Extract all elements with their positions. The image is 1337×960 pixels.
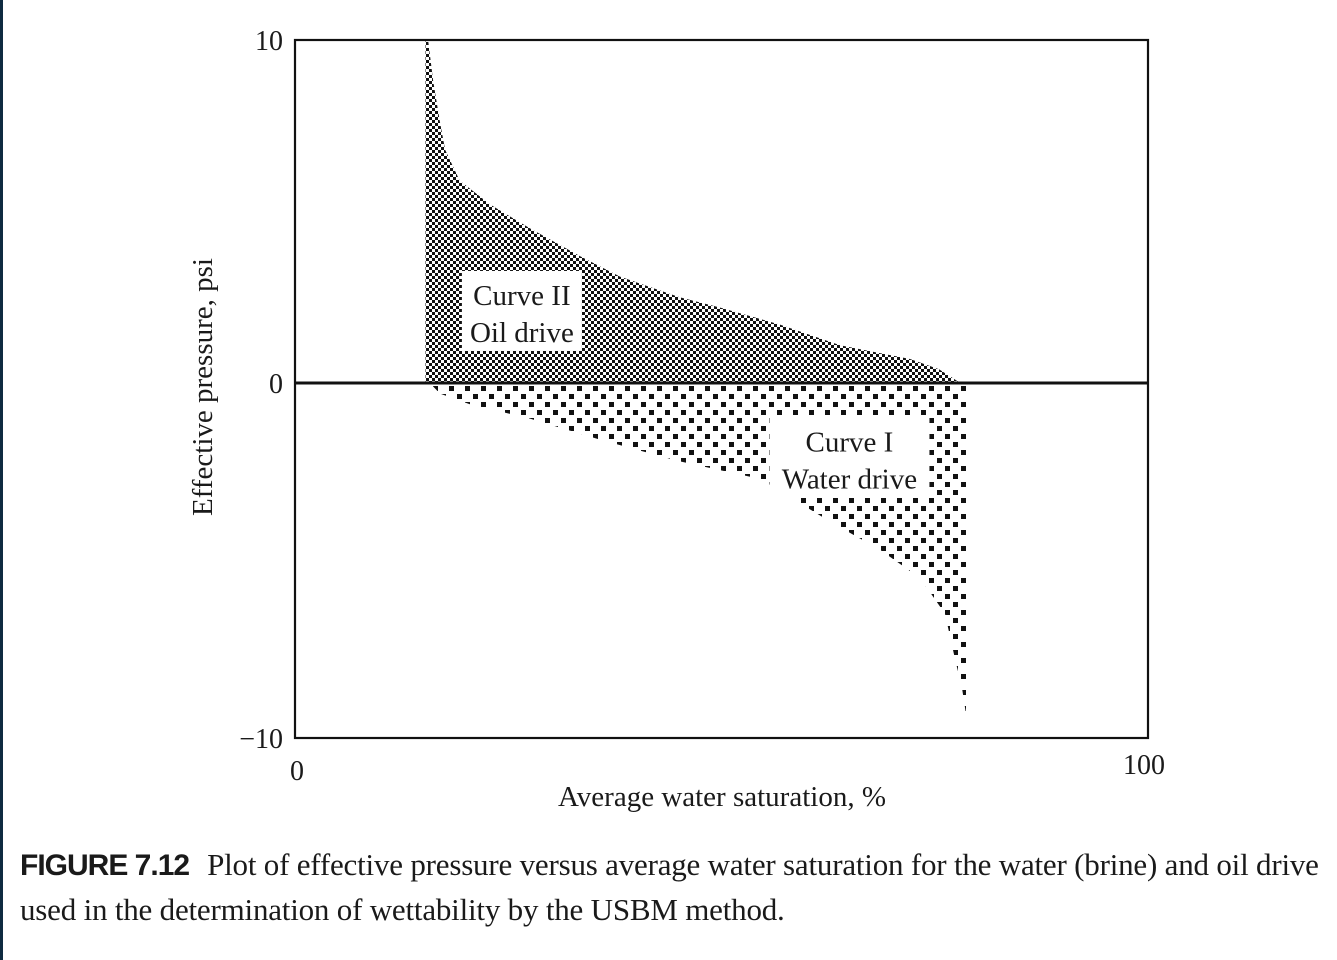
curve2-label-box bbox=[461, 270, 582, 351]
page-edge-stripe bbox=[0, 0, 3, 960]
y-tick-label: 0 bbox=[269, 369, 283, 400]
plot-frame bbox=[293, 38, 1150, 740]
curve2-annotation-line: Curve II bbox=[473, 280, 570, 312]
y-axis-label: Effective pressure, psi bbox=[187, 258, 219, 516]
curve1-annotation-line: Curve I bbox=[806, 427, 894, 459]
x-tick-label: 100 bbox=[1123, 750, 1165, 781]
curve1-label-box bbox=[769, 417, 930, 498]
x-tick-label: 0 bbox=[290, 756, 304, 787]
curve1-annotation-line: Water drive bbox=[782, 464, 917, 496]
figure-caption: FIGURE 7.12 Plot of effective pressure ve… bbox=[20, 843, 1337, 932]
y-tick-label: −10 bbox=[239, 724, 283, 755]
figure-number: FIGURE 7.12 bbox=[20, 849, 190, 882]
curve2-annotation-line: Oil drive bbox=[470, 317, 574, 349]
x-axis-label: Average water saturation, % bbox=[558, 781, 886, 813]
y-tick-label: 10 bbox=[255, 26, 283, 57]
caption-text: Plot of effective pressure versus averag… bbox=[20, 847, 1319, 927]
